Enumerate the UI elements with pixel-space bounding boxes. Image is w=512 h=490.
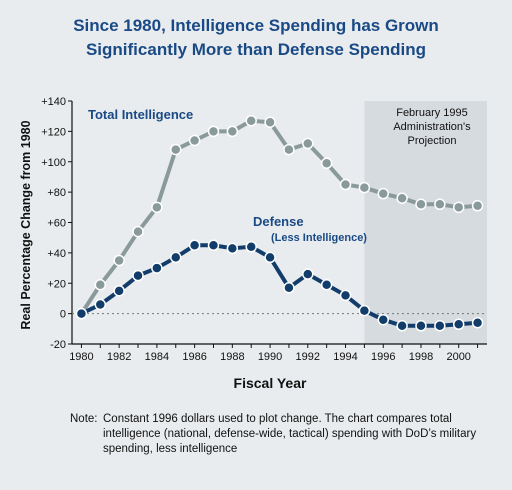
x-axis-ticks: 1980 1982 1984 1986 1988 1990 1992 1994 1996 1998… bbox=[69, 344, 479, 363]
data-point-defense bbox=[434, 320, 446, 332]
data-point-total-intelligence bbox=[396, 192, 408, 204]
data-point-defense bbox=[245, 241, 257, 253]
data-point-total-intelligence bbox=[264, 116, 276, 129]
projection-label: February 1995 Administration's Projectio… bbox=[393, 107, 471, 147]
y-tick-label: +40 bbox=[47, 248, 66, 260]
data-point-total-intelligence bbox=[226, 125, 239, 138]
data-point-total-intelligence bbox=[302, 137, 314, 150]
series-label-total-intelligence: Total Intelligence bbox=[88, 107, 193, 122]
data-point-total-intelligence bbox=[415, 198, 427, 211]
data-point-defense bbox=[170, 251, 182, 264]
series-line-defense bbox=[80, 243, 478, 328]
data-point-total-intelligence bbox=[151, 201, 163, 214]
y-tick-label: +140 bbox=[41, 96, 66, 108]
y-tick-label: -20 bbox=[50, 339, 66, 351]
data-point-total-intelligence bbox=[471, 200, 484, 212]
x-tick-label: 1982 bbox=[107, 351, 131, 363]
y-tick-label: +20 bbox=[47, 278, 66, 290]
series-layer bbox=[75, 114, 484, 332]
x-tick-label: 1996 bbox=[371, 351, 395, 363]
data-point-total-intelligence bbox=[132, 225, 144, 238]
series-total-intelligence bbox=[75, 114, 484, 320]
y-tick-label: +60 bbox=[47, 218, 66, 230]
chart-title-line-1: Since 1980, Intelligence Spending has Gr… bbox=[73, 16, 439, 35]
note-label: Note: bbox=[70, 413, 98, 425]
series-defense bbox=[75, 239, 484, 332]
data-point-defense bbox=[132, 269, 144, 282]
x-tick-label: 1986 bbox=[182, 351, 206, 363]
y-axis-ticks: -20 0 +20 +40 +60 +80 +100 +120 +140 bbox=[41, 96, 72, 351]
x-tick-label: 2000 bbox=[446, 351, 470, 363]
data-point-total-intelligence bbox=[434, 198, 446, 211]
data-point-defense bbox=[396, 320, 408, 332]
data-point-defense bbox=[75, 307, 88, 320]
x-tick-label: 1992 bbox=[296, 351, 320, 363]
data-point-total-intelligence bbox=[113, 254, 125, 267]
projection-label-line-3: Projection bbox=[408, 135, 457, 147]
note-text: Constant 1996 dollars used to plot chang… bbox=[103, 413, 477, 455]
data-point-total-intelligence bbox=[188, 134, 201, 147]
x-tick-label: 1998 bbox=[409, 351, 433, 363]
data-point-defense bbox=[452, 318, 465, 331]
data-point-defense bbox=[415, 320, 427, 332]
data-point-total-intelligence bbox=[94, 279, 107, 291]
x-tick-label: 1980 bbox=[69, 351, 93, 363]
data-point-total-intelligence bbox=[452, 201, 465, 214]
data-point-total-intelligence bbox=[170, 143, 182, 156]
y-axis-label: Real Percentage Change from 1980 bbox=[19, 120, 33, 329]
data-point-defense bbox=[94, 298, 107, 311]
data-point-defense bbox=[302, 268, 314, 280]
data-point-defense bbox=[188, 239, 201, 252]
projection-shade bbox=[364, 101, 487, 344]
data-point-defense bbox=[151, 262, 163, 274]
data-point-total-intelligence bbox=[358, 181, 371, 194]
series-line-total-intelligence bbox=[79, 118, 478, 315]
data-point-defense bbox=[339, 289, 352, 302]
x-tick-label: 1990 bbox=[258, 351, 282, 363]
data-point-defense bbox=[471, 316, 484, 329]
projection-label-line-1: February 1995 bbox=[396, 107, 468, 119]
data-point-defense bbox=[358, 304, 371, 317]
chart-title-line-2: Significantly More than Defense Spending bbox=[85, 40, 427, 59]
x-tick-label: 1984 bbox=[145, 351, 169, 363]
data-point-defense bbox=[113, 285, 125, 297]
x-axis-label: Fiscal Year bbox=[234, 375, 307, 391]
data-point-defense bbox=[377, 313, 389, 326]
x-tick-label: 1994 bbox=[333, 351, 357, 363]
data-point-defense bbox=[283, 282, 295, 294]
series-label-defense: Defense bbox=[253, 214, 304, 229]
data-point-defense bbox=[207, 239, 220, 252]
y-tick-label: +100 bbox=[41, 157, 66, 169]
data-point-total-intelligence bbox=[245, 114, 257, 127]
data-point-defense bbox=[226, 242, 239, 255]
data-point-total-intelligence bbox=[377, 187, 389, 200]
x-tick-label: 1988 bbox=[220, 351, 244, 363]
data-point-total-intelligence bbox=[320, 157, 333, 170]
data-point-total-intelligence bbox=[283, 143, 295, 156]
series-sublabel-defense: (Less Intelligence) bbox=[271, 232, 367, 244]
data-point-defense bbox=[320, 279, 333, 291]
y-tick-label: +120 bbox=[41, 126, 66, 138]
y-tick-label: +80 bbox=[47, 187, 66, 199]
projection-label-line-2: Administration's bbox=[393, 121, 471, 133]
data-point-total-intelligence bbox=[207, 125, 220, 138]
y-tick-label: 0 bbox=[60, 309, 66, 321]
data-point-total-intelligence bbox=[339, 178, 352, 191]
data-point-defense bbox=[264, 251, 276, 264]
chart-title: Since 1980, Intelligence Spending has Gr… bbox=[0, 14, 512, 62]
